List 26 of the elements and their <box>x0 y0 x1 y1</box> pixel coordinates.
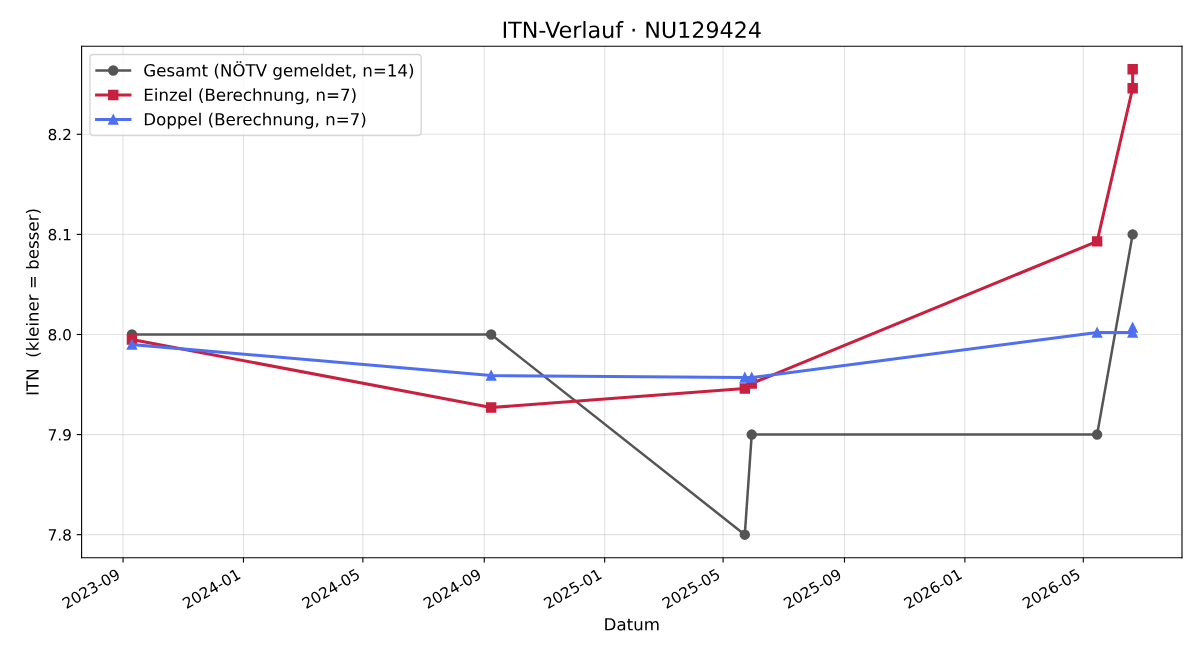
legend-label: Einzel (Berechnung, n=7) <box>144 88 356 105</box>
y-tick-label: 8.0 <box>48 328 71 341</box>
point <box>1127 64 1138 75</box>
legend-label: Gesamt (NÖTV gemeldet, n=14) <box>144 61 414 80</box>
y-axis-title: ITN (kleiner = besser) <box>25 209 41 395</box>
point <box>1127 83 1138 94</box>
y-tick-label: 8.2 <box>48 128 71 141</box>
point <box>485 329 497 340</box>
x-axis-title: Datum <box>605 618 659 631</box>
legend-label: Doppel (Berechnung, n=7) <box>144 112 366 129</box>
chart-title: ITN-Verlauf · NU129424 <box>503 20 761 39</box>
point <box>126 339 138 350</box>
point <box>1091 429 1103 440</box>
point <box>1127 229 1138 240</box>
point <box>739 529 751 540</box>
point <box>739 372 751 383</box>
point <box>746 429 757 440</box>
point <box>1091 327 1103 338</box>
y-tick-label: 8.1 <box>48 228 71 241</box>
point <box>746 372 757 383</box>
point <box>1091 236 1103 247</box>
y-tick-label: 7.9 <box>48 429 71 441</box>
point <box>485 402 497 413</box>
point <box>485 370 497 381</box>
point <box>1127 322 1138 333</box>
y-tick-label: 7.8 <box>48 529 71 541</box>
